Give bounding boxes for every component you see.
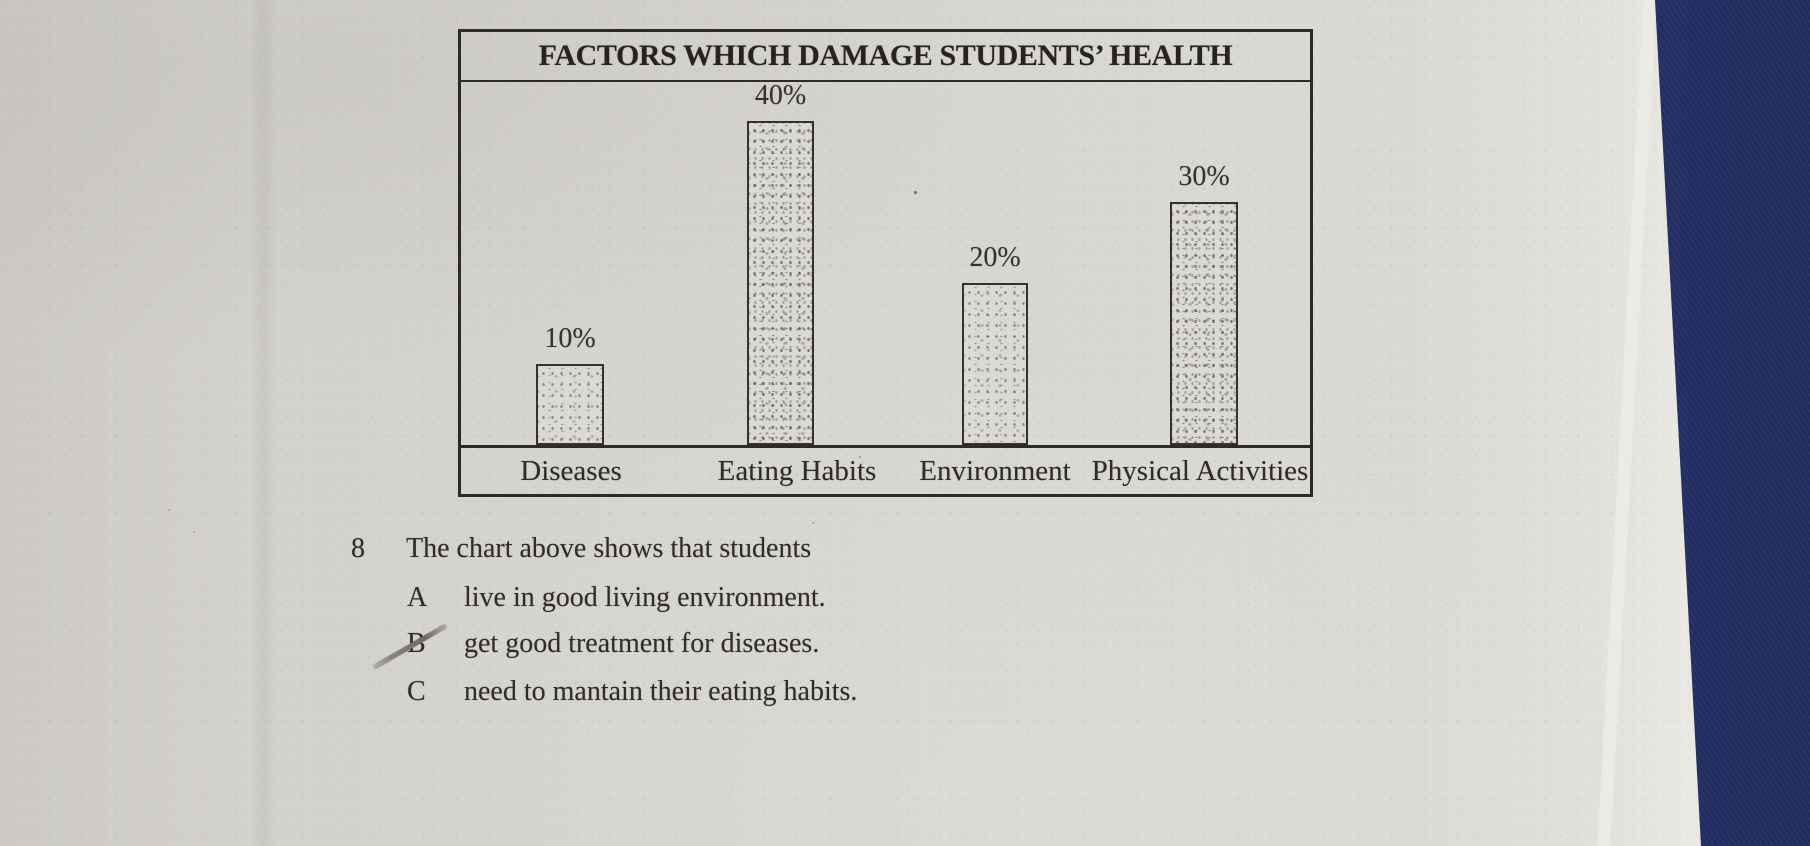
category-label-band: Diseases Eating Habits Environment Physi… [461, 448, 1310, 494]
bar-value-label-eating-habits: 40% [754, 80, 807, 111]
question-number: 8 [351, 533, 365, 564]
category-label-environment: Environment [919, 455, 1071, 487]
category-label-physical-activities: Physical Activities [1091, 455, 1309, 487]
bar-eating-habits: 40% [747, 80, 814, 445]
question-stem: The chart above shows that students [406, 533, 812, 564]
bar-diseases: 10% [536, 323, 604, 445]
scan-speck [859, 456, 861, 458]
scan-speck [914, 191, 917, 194]
chart-title: FACTORS WHICH DAMAGE STUDENTS’ HEALTH [461, 32, 1310, 82]
bar-value-label-physical-activities: 30% [1178, 161, 1230, 192]
bar-rect-diseases [536, 364, 604, 445]
bar-physical-activities: 30% [1170, 161, 1238, 445]
option-a-text: live in good living environment. [464, 582, 826, 613]
bar-rect-environment [962, 283, 1028, 445]
bar-rect-physical-activities [1170, 202, 1238, 445]
scan-speck [193, 531, 195, 533]
chart-plot-area: 10% 40% 20% 30% [461, 80, 1310, 448]
bar-rect-eating-habits [747, 121, 814, 445]
bar-environment: 20% [962, 242, 1028, 445]
option-a-letter: A [407, 582, 428, 613]
option-c-text: need to mantain their eating habits. [464, 676, 858, 707]
option-b-text: get good treatment for diseases. [464, 628, 820, 659]
category-label-diseases: Diseases [520, 455, 622, 487]
bar-chart: FACTORS WHICH DAMAGE STUDENTS’ HEALTH 10… [458, 29, 1313, 497]
paper-crease [250, 0, 276, 846]
option-c-letter: C [407, 676, 426, 707]
category-label-eating-habits: Eating Habits [717, 455, 877, 487]
scan-speck [812, 522, 814, 524]
scan-speck [168, 509, 170, 511]
bar-value-label-diseases: 10% [544, 323, 596, 354]
bar-value-label-environment: 20% [969, 242, 1021, 273]
